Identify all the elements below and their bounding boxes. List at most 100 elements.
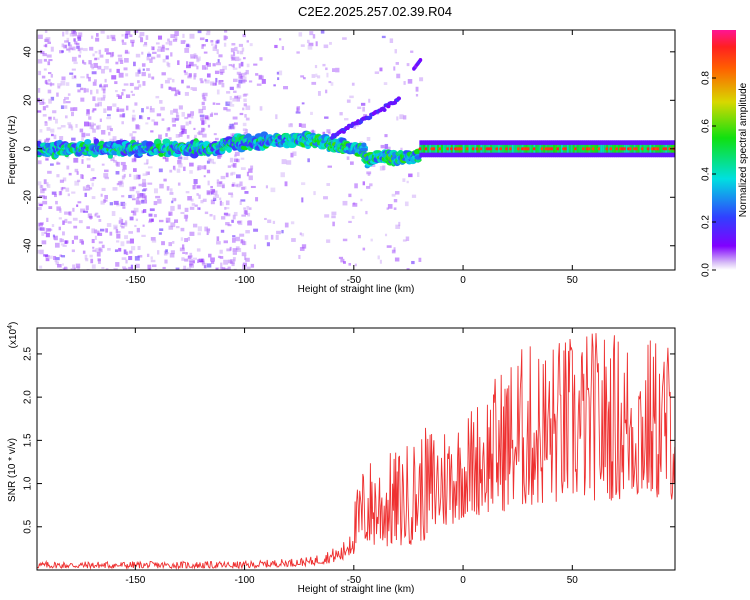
spectrogram-noise-cell — [124, 235, 128, 240]
spectrogram-carrier-peak — [587, 147, 592, 151]
spectrogram-noise-cell — [176, 168, 181, 173]
spectrogram-noise-cell — [239, 112, 244, 116]
spectrogram-noise-cell — [77, 201, 82, 204]
spectrogram-noise-cell — [178, 105, 183, 110]
spectrogram-carrier-peak — [499, 147, 503, 151]
spectrogram-noise-cell — [112, 187, 118, 191]
spectrogram-noise-cell — [37, 59, 43, 64]
spectrogram-noise-cell — [158, 134, 162, 139]
spectrogram-noise-cell — [67, 93, 71, 96]
spectrogram-arc-cell — [396, 96, 402, 101]
spectrogram-noise-cell — [86, 226, 90, 229]
spectrogram-noise-cell — [99, 228, 105, 232]
spectrogram-noise-cell — [172, 124, 177, 127]
spectrogram-noise-cell — [236, 97, 241, 102]
spectrogram-noise-cell — [156, 54, 161, 58]
spectrogram-noise-cell — [377, 255, 380, 260]
spectrogram-noise-cell — [67, 221, 72, 224]
spectrogram-noise-cell — [328, 131, 331, 135]
spectrogram-noise-cell — [265, 185, 268, 189]
spectrogram-noise-cell — [138, 35, 142, 38]
spectrogram-carrier-peak — [628, 147, 633, 151]
spectrogram-noise-cell — [240, 167, 246, 170]
spectrogram-noise-cell — [76, 204, 79, 207]
spectrogram-noise-cell — [79, 50, 82, 54]
spectrogram-noise-cell — [87, 122, 91, 127]
spectrogram-noise-cell — [241, 239, 245, 243]
spectrogram-noise-cell — [234, 154, 237, 158]
spectrogram-noise-cell — [92, 177, 97, 180]
spectrogram-noise-cell — [91, 182, 94, 187]
spectrogram-noise-cell — [322, 63, 326, 67]
spectrogram-noise-cell — [135, 72, 140, 77]
spectrogram-noise-cell — [174, 93, 178, 97]
spectrogram-noise-cell — [242, 93, 247, 97]
spectrogram-noise-cell — [170, 110, 174, 115]
spectrogram-noise-cell — [147, 264, 152, 270]
spectrogram-noise-cell — [204, 79, 210, 84]
spectrogram-noise-cell — [190, 111, 194, 116]
spectrogram-noise-cell — [91, 228, 96, 234]
spectrogram-noise-cell — [357, 234, 361, 239]
spectrogram-carrier-mid — [442, 144, 446, 153]
spectrogram-noise-cell — [66, 165, 70, 170]
spectrogram-noise-cell — [61, 186, 66, 190]
spectrogram-noise-cell — [105, 228, 108, 233]
spectrogram-noise-cell — [147, 182, 153, 185]
spectrogram-noise-cell — [118, 57, 123, 62]
spectrogram-noise-cell — [64, 267, 68, 270]
spectrogram-noise-cell — [91, 238, 95, 244]
spectrogram-noise-cell — [172, 197, 177, 202]
spectrogram-noise-cell — [202, 133, 207, 138]
spectrogram-noise-cell — [175, 225, 180, 229]
snr-marks — [37, 333, 675, 570]
spectrogram-noise-cell — [224, 207, 230, 210]
spectrogram-noise-cell — [62, 220, 65, 225]
spectrogram-noise-cell — [109, 68, 112, 73]
spectrogram-noise-cell — [38, 223, 43, 227]
spectrogram-noise-cell — [165, 249, 168, 254]
spectrogram-noise-cell — [275, 234, 279, 240]
spectrogram-noise-cell — [210, 40, 214, 43]
spectrogram-noise-cell — [97, 230, 100, 235]
spectrogram-noise-cell — [184, 91, 189, 96]
spectrogram-y-tick-label: 0 — [23, 146, 34, 152]
spectrogram-noise-cell — [116, 240, 120, 243]
spectrogram-noise-cell — [231, 126, 235, 130]
spectrogram-noise-cell — [85, 205, 89, 211]
spectrogram-noise-cell — [76, 45, 80, 49]
spectrogram-noise-cell — [242, 107, 245, 111]
spectrogram-noise-cell — [134, 224, 137, 228]
spectrogram-noise-cell — [231, 183, 235, 187]
spectrogram-noise-cell — [182, 33, 185, 38]
spectrogram-noise-cell — [112, 103, 117, 107]
spectrogram-noise-cell — [115, 262, 120, 267]
spectrogram-noise-cell — [405, 236, 410, 242]
spectrogram-noise-cell — [185, 252, 188, 255]
spectrogram-noise-cell — [90, 178, 95, 182]
spectrogram-carrier-mid — [578, 144, 582, 153]
spectrogram-noise-cell — [327, 165, 332, 168]
spectrogram-noise-cell — [67, 42, 71, 46]
spectrogram-noise-cell — [128, 231, 133, 234]
spectrogram-noise-cell — [184, 207, 189, 212]
spectrogram-noise-cell — [155, 42, 160, 45]
spectrogram-noise-cell — [39, 129, 43, 133]
spectrogram-noise-cell — [103, 84, 109, 88]
spectrogram-noise-cell — [379, 67, 383, 72]
spectrogram-noise-cell — [62, 231, 65, 236]
spectrogram-noise-cell — [188, 73, 192, 77]
spectrogram-noise-cell — [71, 191, 76, 194]
spectrogram-noise-cell — [419, 77, 424, 82]
spectrogram-noise-cell — [247, 212, 251, 217]
spectrogram-noise-cell — [89, 215, 93, 219]
spectrogram-carrier-peak — [495, 147, 499, 151]
spectrogram-noise-cell — [301, 233, 305, 237]
spectrogram-noise-cell — [167, 62, 171, 68]
spectrogram-noise-cell — [141, 234, 146, 237]
spectrogram-noise-cell — [135, 263, 140, 268]
spectrogram-noise-cell — [202, 92, 208, 97]
spectrogram-noise-cell — [243, 131, 247, 136]
spectrogram-carrier-peak — [489, 147, 493, 151]
spectrogram-noise-cell — [123, 173, 126, 178]
